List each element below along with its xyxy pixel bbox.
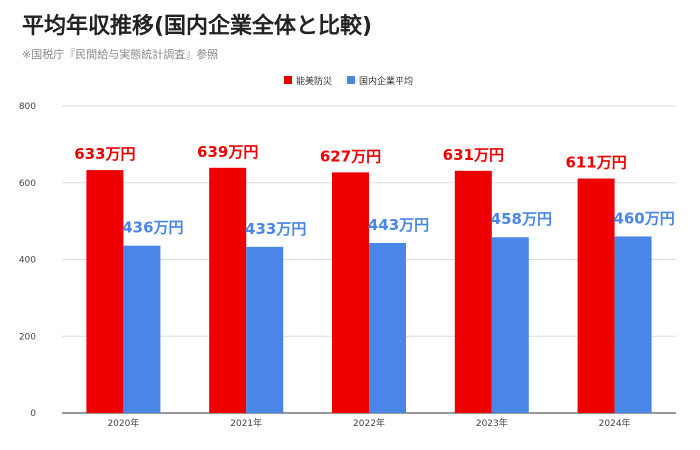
x-tick-label: 2020年 <box>107 417 139 429</box>
y-tick-label: 0 <box>30 409 36 419</box>
data-label: 433万円 <box>245 220 306 238</box>
bar-national-average <box>369 242 406 413</box>
bar-national-average <box>491 237 529 413</box>
data-label: 436万円 <box>122 219 183 237</box>
legend-swatch <box>347 76 355 84</box>
bar-company <box>454 170 492 413</box>
y-tick-label: 800 <box>19 102 36 112</box>
y-tick-label: 200 <box>19 332 36 342</box>
data-labels: 633万円 436万円 639万円 433万円 627万円 443万円 631万円 458万円… <box>74 143 675 238</box>
data-label: 639万円 <box>197 143 258 161</box>
x-tick-label: 2023年 <box>476 417 508 429</box>
x-tick-label: 2022年 <box>353 417 385 429</box>
legend-label: 国内企業平均 <box>359 75 413 87</box>
data-label: 627万円 <box>320 147 381 165</box>
bar-national-average <box>614 236 652 413</box>
x-tick-label: 2024年 <box>599 417 631 429</box>
chart-title: 平均年収推移(国内企業全体と比較) <box>22 14 373 39</box>
y-tick-label: 600 <box>19 179 36 189</box>
data-label: 458万円 <box>491 210 552 228</box>
legend-swatch <box>284 76 292 84</box>
x-axis-ticks: 2020年 2021年 2022年 2023年 2024年 <box>107 417 630 429</box>
bar-company <box>577 178 615 413</box>
chart-subtitle: ※国税庁『民間給与実態統計調査』参照 <box>22 48 219 61</box>
bar-national-average <box>246 246 284 413</box>
legend: 能美防災 国内企業平均 <box>284 75 413 87</box>
y-tick-label: 400 <box>19 256 36 266</box>
data-label: 631万円 <box>443 146 504 164</box>
bar-national-average <box>123 245 161 413</box>
bar-company <box>209 167 247 413</box>
data-label: 611万円 <box>565 154 626 172</box>
bars <box>86 167 652 413</box>
y-axis-ticks: 0 200 400 600 800 <box>19 102 36 419</box>
legend-label: 能美防災 <box>296 75 332 87</box>
x-tick-label: 2021年 <box>230 417 262 429</box>
data-label: 633万円 <box>74 145 135 163</box>
bar-company <box>86 170 124 413</box>
data-label: 443万円 <box>368 216 429 234</box>
bar-company <box>332 172 369 413</box>
data-label: 460万円 <box>613 209 674 227</box>
